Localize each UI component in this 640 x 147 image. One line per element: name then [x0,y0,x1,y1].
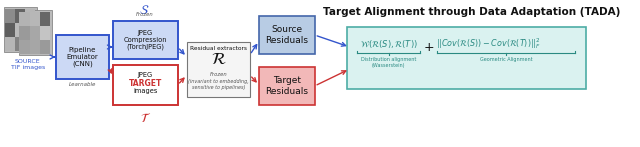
Text: $\mathcal{W}(\mathcal{R}(S),\mathcal{R}(T))$: $\mathcal{W}(\mathcal{R}(S),\mathcal{R}(… [360,38,417,50]
Text: Frozen: Frozen [136,12,153,17]
Bar [25,23,35,37]
Bar [19,40,29,54]
Text: Source
Residuals: Source Residuals [266,25,308,45]
Bar [29,26,40,40]
Bar [19,12,29,26]
Text: Target Alignment through Data Adaptation (TADA): Target Alignment through Data Adaptation… [323,7,621,17]
Bar [187,42,250,97]
Bar [19,26,29,40]
Text: (Wasserstein): (Wasserstein) [372,63,405,68]
Bar [40,40,50,54]
Text: TARGET: TARGET [129,78,162,87]
Bar [113,65,178,105]
Text: Residual extractors: Residual extractors [190,46,247,51]
Bar [4,9,15,23]
Text: Geometric Alignment: Geometric Alignment [480,57,532,62]
Bar [15,23,25,37]
Bar [29,40,40,54]
Text: JPEG
Compression
(TorchJPEG): JPEG Compression (TorchJPEG) [124,30,167,50]
Text: $\mathcal{R}$: $\mathcal{R}$ [211,50,226,68]
Bar [19,10,52,55]
Bar [259,16,314,54]
Text: Target
Residuals: Target Residuals [266,76,308,96]
Bar [113,21,178,59]
Bar [4,7,37,52]
Text: images: images [133,88,157,94]
Bar [25,37,35,51]
Text: $\mathcal{S}$: $\mathcal{S}$ [139,4,150,17]
Bar [40,12,50,26]
Text: $||Cov(\mathcal{R}(S))-Cov(\mathcal{R}(T))||_F^2$: $||Cov(\mathcal{R}(S))-Cov(\mathcal{R}(T… [436,37,541,51]
Text: +: + [424,41,435,54]
Text: Frozen: Frozen [209,71,227,76]
Bar [347,27,586,89]
Bar [40,26,50,40]
Bar [259,67,314,105]
Text: Pipeline
Emulator
(CNN): Pipeline Emulator (CNN) [67,47,98,67]
Bar [56,35,109,79]
Text: Learnable: Learnable [68,82,96,87]
Text: Distribution alignment: Distribution alignment [361,57,416,62]
Text: SOURCE
TIF images: SOURCE TIF images [11,59,45,70]
Bar [4,23,15,37]
Text: $\mathcal{T}$: $\mathcal{T}$ [140,112,151,125]
Text: sensitive to pipelines): sensitive to pipelines) [191,85,245,90]
Bar [29,12,40,26]
Bar [25,9,35,23]
Bar [15,9,25,23]
Text: (invariant to embedding,: (invariant to embedding, [188,78,249,83]
Text: JPEG: JPEG [138,72,153,78]
Bar [15,37,25,51]
Bar [4,37,15,51]
